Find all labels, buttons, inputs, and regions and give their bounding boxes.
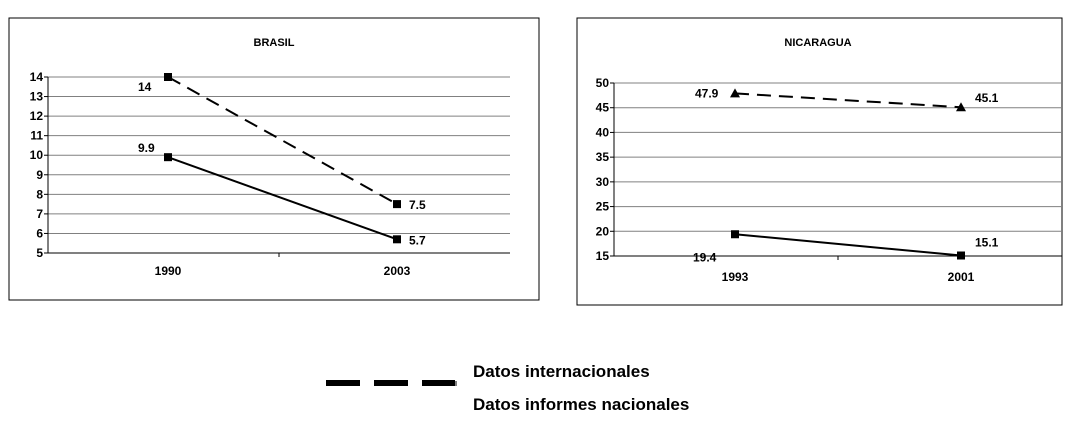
data-point-marker xyxy=(956,102,966,112)
chart-title: BRASIL xyxy=(254,37,295,49)
y-tick-label: 40 xyxy=(596,125,610,139)
y-tick-label: 15 xyxy=(596,249,610,263)
series-line-national xyxy=(167,156,398,241)
y-tick-label: 13 xyxy=(30,90,44,104)
data-label: 5.7 xyxy=(409,233,426,247)
legend-label-national: Datos informes nacionales xyxy=(473,395,689,414)
y-tick-label: 7 xyxy=(36,207,43,221)
data-label: 45.1 xyxy=(975,91,999,105)
legend: Datos internacionales Datos informes nac… xyxy=(326,362,689,414)
chart-brasil: BRASIL 5 6 7 8 9 10 11 12 13 14 1990 2003 14 7.5 9.9 5.7 xyxy=(8,17,540,301)
y-tick-label: 12 xyxy=(30,109,44,123)
data-label: 19.4 xyxy=(693,250,717,264)
series-line-national xyxy=(734,233,962,257)
data-label: 47.9 xyxy=(695,86,719,100)
data-point-marker xyxy=(164,73,172,81)
data-point-marker xyxy=(731,230,739,239)
data-point-marker xyxy=(164,153,172,162)
data-point-marker xyxy=(957,251,965,260)
y-tick-label: 30 xyxy=(596,175,610,189)
x-tick-label: 2003 xyxy=(384,264,411,278)
x-tick-label: 1993 xyxy=(722,270,749,284)
series-line-international xyxy=(734,92,962,109)
y-tick-label: 11 xyxy=(30,129,43,143)
y-tick-label: 35 xyxy=(596,150,610,164)
y-tick-label: 5 xyxy=(36,246,43,260)
y-tick-label: 20 xyxy=(596,224,610,238)
data-point-marker xyxy=(393,200,401,209)
chart-nicaragua: NICARAGUA 15 20 25 30 35 40 45 50 1993 2001 47.9 45.… xyxy=(576,17,1063,306)
legend-label-international: Datos internacionales xyxy=(473,362,650,381)
y-tick-label: 50 xyxy=(596,76,610,90)
data-point-marker xyxy=(730,88,740,98)
y-tick-label: 9 xyxy=(36,168,43,182)
y-tick-label: 8 xyxy=(36,187,43,201)
y-tick-label: 25 xyxy=(596,200,610,214)
x-tick-label: 2001 xyxy=(948,270,975,284)
y-tick-label: 14 xyxy=(30,70,44,84)
x-tick-label: 1990 xyxy=(155,264,182,278)
chart-frame xyxy=(8,17,540,301)
data-label: 9.9 xyxy=(138,141,155,155)
data-point-marker xyxy=(393,235,401,244)
data-label: 15.1 xyxy=(975,236,999,250)
y-tick-label: 45 xyxy=(596,101,610,115)
chart-title: NICARAGUA xyxy=(784,37,851,49)
data-label: 7.5 xyxy=(409,198,426,212)
data-label: 14 xyxy=(138,80,152,94)
y-tick-label: 6 xyxy=(36,226,43,240)
chart-frame xyxy=(576,17,1063,306)
y-tick-label: 10 xyxy=(30,148,44,162)
